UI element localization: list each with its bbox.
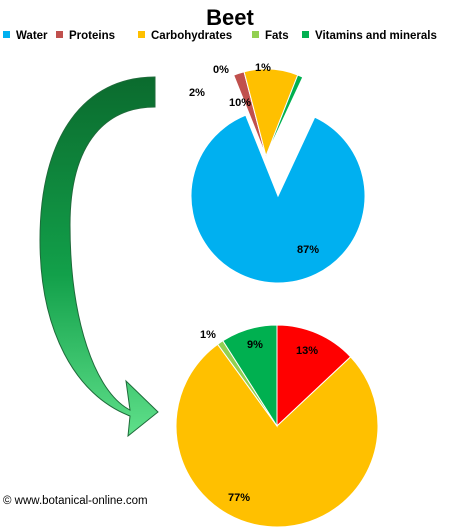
legend-item-proteins: Proteins bbox=[56, 30, 115, 42]
pie2-label-proteins: 13% bbox=[296, 345, 318, 357]
legend-label-fats: Fats bbox=[265, 30, 289, 42]
legend-swatch-proteins bbox=[56, 31, 63, 39]
legend-item-vitamins-minerals: Vitamins and minerals bbox=[302, 30, 437, 42]
pie1-slice-water bbox=[190, 114, 366, 284]
pie1-label-fats: 0% bbox=[213, 64, 229, 76]
pie2-slice-proteins bbox=[276, 324, 352, 428]
pie2-slice-carbohydrates bbox=[175, 343, 379, 528]
pie2-label-fats: 1% bbox=[200, 329, 216, 341]
legend-label-water: Water bbox=[16, 30, 48, 42]
pie2-label-vitamins-and-minerals: 9% bbox=[247, 339, 263, 351]
transition-arrow bbox=[39, 76, 159, 438]
legend-swatch-carbohydrates bbox=[138, 31, 145, 39]
pie-chart-raw-beet: 87% 2% 10% 0% 1% bbox=[189, 62, 366, 284]
pie2-slice-vitamins-and-minerals bbox=[222, 324, 278, 428]
pie1-slice-vitamins-and-minerals bbox=[265, 74, 304, 157]
copyright-credit: © www.botanical-online.com bbox=[3, 495, 148, 507]
pie-chart-dry-matter: 13% 77% 1% 9% bbox=[175, 324, 379, 528]
legend-swatch-vitamins-minerals bbox=[302, 31, 309, 39]
legend-item-water: Water bbox=[3, 30, 48, 42]
chart-title: Beet bbox=[206, 5, 254, 30]
legend-item-fats: Fats bbox=[252, 30, 289, 42]
legend-swatch-water bbox=[3, 31, 10, 39]
legend-label-carbohydrates: Carbohydrates bbox=[151, 30, 233, 42]
pie2-label-carbohydrates: 77% bbox=[228, 492, 250, 504]
pie1-label-proteins: 2% bbox=[189, 87, 205, 99]
legend-label-vitamins-minerals: Vitamins and minerals bbox=[315, 30, 437, 42]
legend: Water Proteins Carbohydrates Fats Vitami… bbox=[0, 30, 460, 46]
legend-item-carbohydrates: Carbohydrates bbox=[138, 30, 232, 42]
pie1-label-water: 87% bbox=[297, 244, 319, 256]
legend-swatch-fats bbox=[252, 31, 259, 39]
legend-label-proteins: Proteins bbox=[69, 30, 116, 42]
pie1-label-vitamins-and-minerals: 1% bbox=[255, 62, 271, 74]
pie1-label-carbohydrates: 10% bbox=[229, 97, 251, 109]
